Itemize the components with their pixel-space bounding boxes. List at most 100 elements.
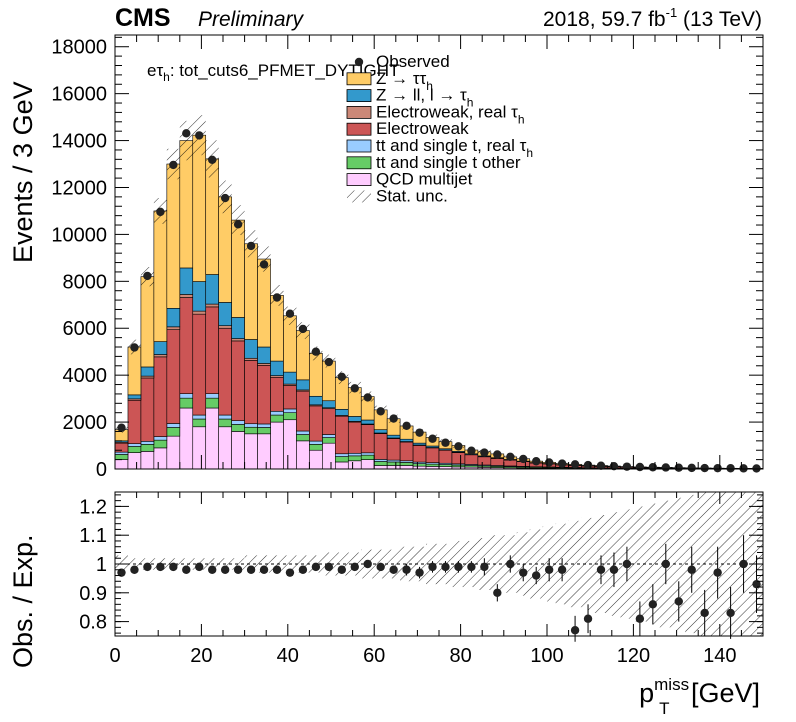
observed-point: [182, 129, 191, 138]
ratio-unc-bin: [231, 558, 245, 570]
stack-bar: [335, 415, 349, 455]
stack-bar: [205, 274, 219, 305]
stack-bar: [231, 424, 245, 432]
stack-bar: [179, 294, 194, 298]
ratio-unc-bin: [672, 497, 686, 631]
stack-bar: [373, 433, 388, 460]
stack-bar: [244, 357, 258, 361]
stack-bar: [360, 424, 375, 454]
y-tick-label: 12000: [51, 177, 107, 199]
stack-bar: [153, 341, 168, 355]
stack-bar: [179, 397, 194, 409]
y-tick-label: 18000: [51, 37, 107, 59]
ratio-y-tick-label: 1.1: [79, 525, 107, 547]
ratio-point: [570, 626, 580, 635]
y-tick-label: 6000: [63, 318, 108, 340]
ratio-y-tick-label: 1.2: [79, 496, 107, 518]
stack-bar: [244, 243, 258, 340]
stack-bar: [205, 397, 219, 409]
stack-bar: [244, 423, 258, 428]
stack-bar: [360, 459, 375, 469]
ratio-point: [752, 579, 761, 589]
stack-bar: [192, 414, 207, 420]
ratio-point: [324, 562, 334, 572]
observed-point: [117, 423, 126, 432]
stack-bar: [386, 465, 401, 469]
stack-bar: [218, 414, 232, 420]
legend-swatch: [346, 89, 372, 102]
stack-bar: [231, 317, 245, 339]
stack-bar: [283, 408, 297, 413]
stack-bar: [153, 447, 168, 469]
observed-point: [363, 393, 372, 402]
channel-label: eτh: tot_cuts6_PFMET_DYTIGHT: [147, 61, 399, 84]
stack-bar: [244, 433, 258, 469]
ratio-point: [713, 568, 722, 577]
stack-bar: [309, 449, 323, 469]
stack-bar: [127, 452, 142, 469]
ratio-point: [415, 568, 424, 577]
stack-bar: [283, 419, 297, 469]
observed-point: [285, 309, 295, 318]
ratio-point: [700, 608, 709, 618]
ratio-point: [259, 565, 269, 574]
stack-bar: [283, 412, 297, 421]
stack-bar: [218, 426, 232, 469]
stack-bar: [166, 308, 181, 328]
stack-bar: [140, 366, 155, 377]
ratio-point: [441, 562, 450, 572]
stack-bar: [335, 453, 349, 457]
ratio-point: [246, 565, 256, 574]
stack-bar: [192, 426, 207, 469]
observed-point: [687, 463, 696, 473]
ratio-point: [182, 565, 191, 574]
stack-bar: [205, 306, 219, 394]
stack-bar: [386, 434, 401, 439]
ratio-point: [143, 562, 152, 572]
ratio-unc-bin: [724, 492, 738, 636]
observed-point: [350, 384, 359, 393]
stack-bar: [231, 431, 245, 469]
stack-bar: [166, 163, 181, 309]
x-axis-label: pmiss T [GeV]: [639, 675, 760, 718]
legend-observed-marker: [354, 57, 364, 67]
y-tick-label: 14000: [51, 131, 107, 153]
ratio-point: [480, 562, 489, 572]
stack-bar: [192, 134, 207, 282]
stack-bar: [270, 421, 284, 469]
stack-bar: [153, 210, 168, 342]
stack-bar: [140, 451, 155, 469]
x-tick-label: 120: [617, 645, 650, 667]
stack-bar: [322, 408, 336, 435]
lower-axes: 0.8 0.9 1 1.1 1.2 0 20 40 60 80 100 120 140: [79, 492, 764, 667]
stack-bar: [166, 329, 181, 424]
observed-point: [752, 464, 761, 473]
ratio-point: [506, 559, 515, 569]
stack-bar: [360, 454, 375, 460]
stack-bar: [322, 400, 336, 409]
stack-bar: [179, 407, 194, 469]
observed-point: [739, 464, 748, 473]
observed-point: [454, 442, 463, 451]
stack-bar: [115, 454, 129, 460]
stack-bar: [335, 456, 349, 463]
stack-bar: [386, 438, 401, 461]
stack-bar: [347, 416, 362, 422]
stack-bar: [412, 445, 427, 463]
ratio-point: [596, 565, 606, 574]
y-tick-label: 4000: [63, 365, 108, 387]
stack-bar: [257, 365, 271, 425]
stack-bar: [386, 461, 401, 466]
stack-bar: [477, 456, 492, 466]
legend-swatch: [346, 173, 372, 187]
stat-unc-bin: [179, 120, 193, 161]
observed-point: [519, 454, 528, 464]
x-tick-label: 100: [530, 645, 563, 667]
ratio-point: [648, 600, 658, 609]
observed-point: [700, 463, 709, 473]
stack-bar: [283, 385, 297, 410]
stack-bar: [179, 267, 194, 295]
ratio-point: [156, 562, 165, 572]
ratio-point: [544, 565, 554, 574]
